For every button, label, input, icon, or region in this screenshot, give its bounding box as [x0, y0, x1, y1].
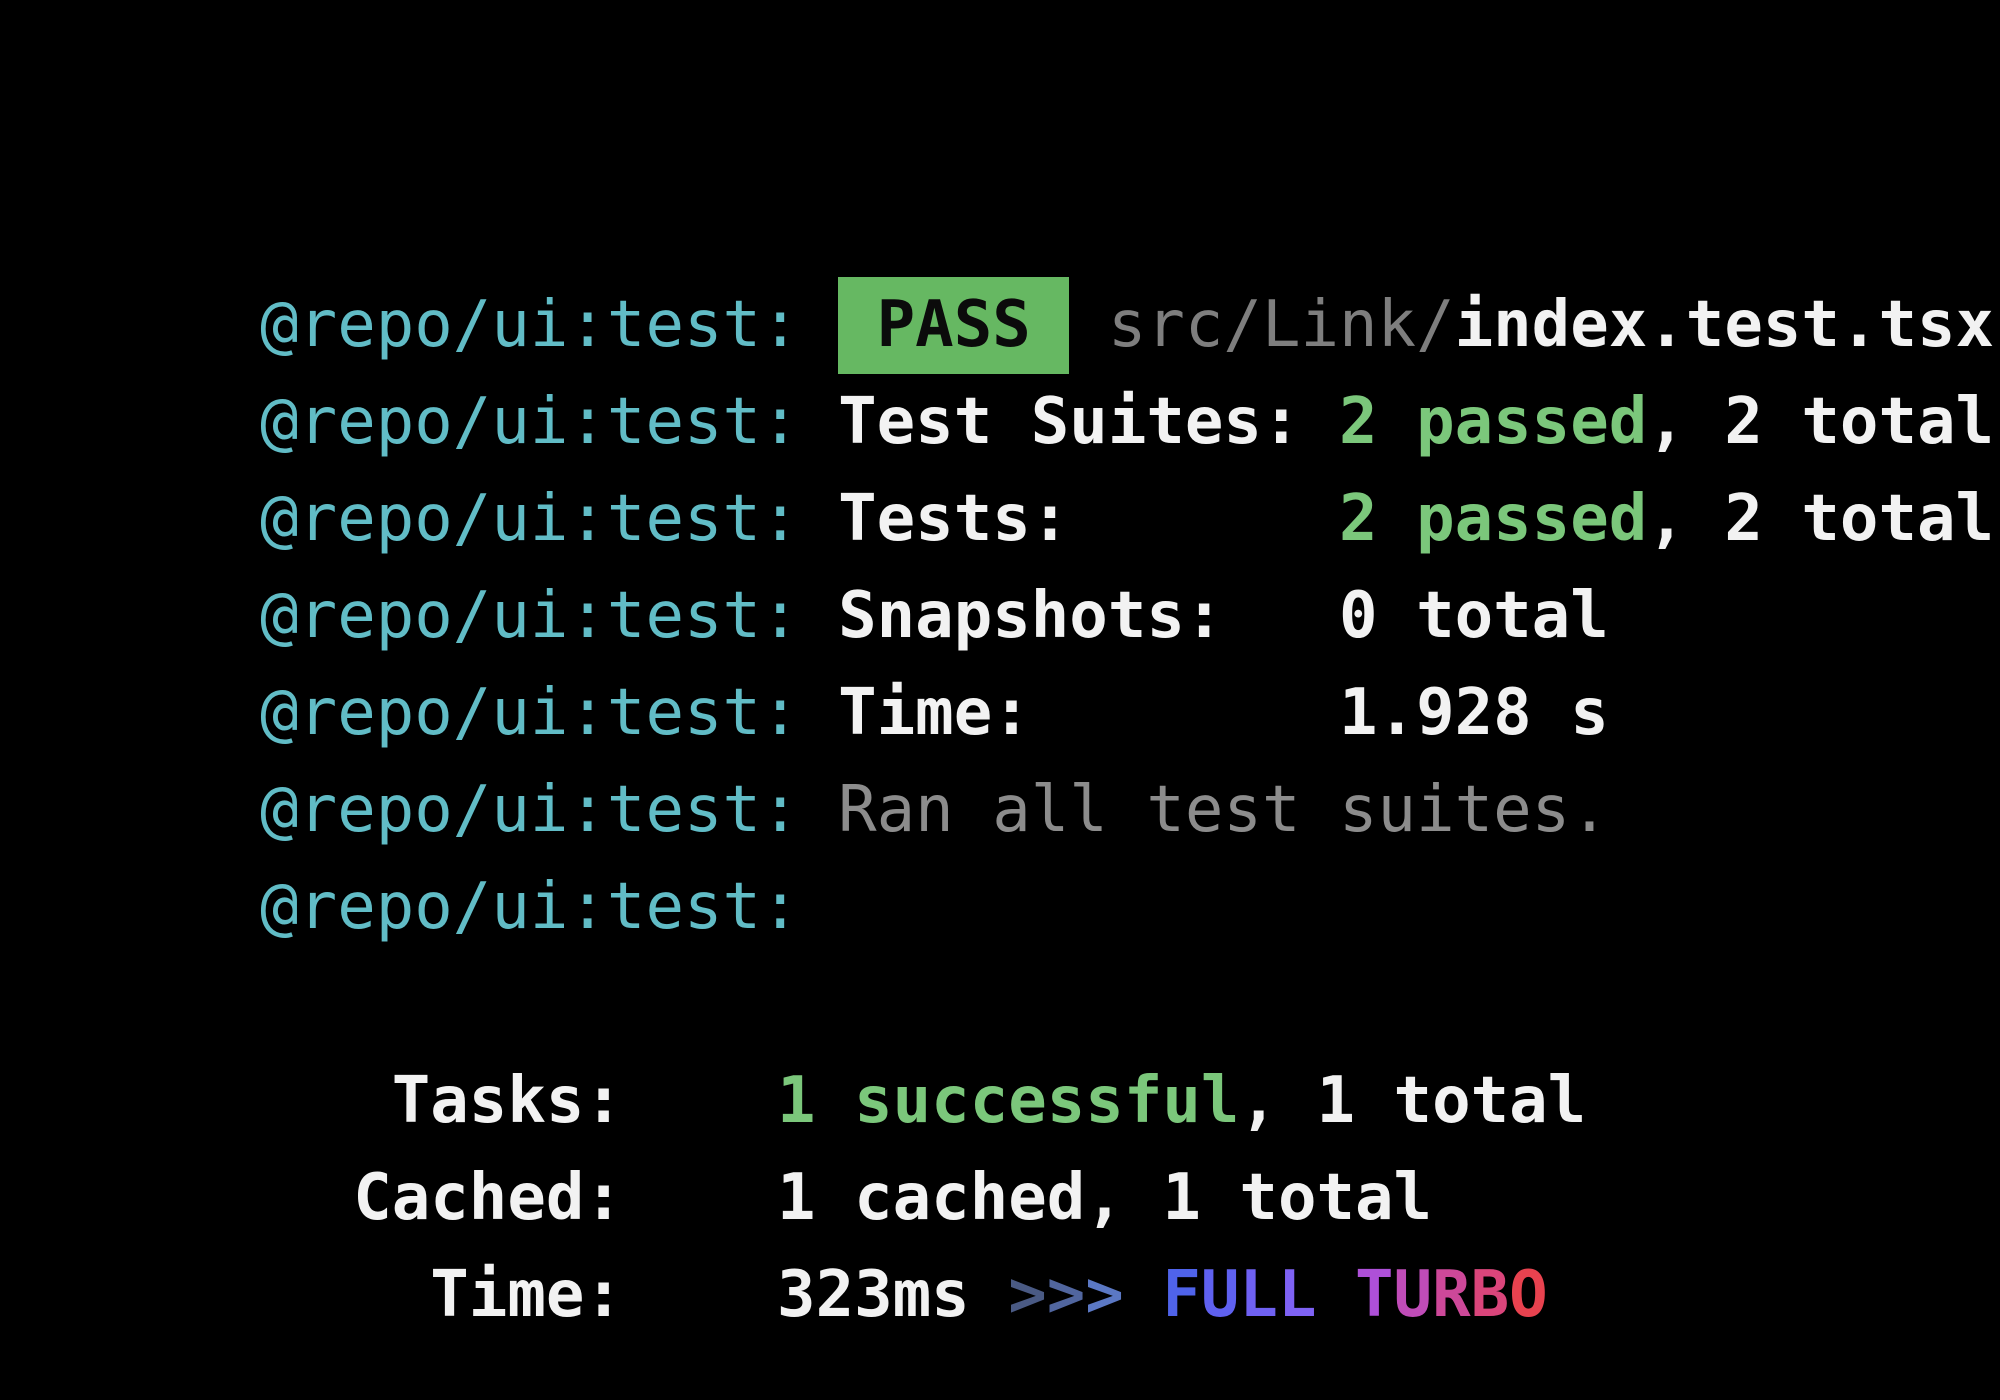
test-file-dir: src/Link/	[1069, 288, 1455, 362]
task-prefix: @repo/ui:test:	[260, 870, 800, 944]
time-label: Time:	[838, 676, 1339, 750]
tasks-total: , 1 total	[1239, 1064, 1587, 1138]
jest-snapshots-line: @repo/ui:test: Snapshots: 0 total	[106, 471, 2000, 653]
full-turbo-label-turbo: TURBO	[1355, 1258, 1548, 1332]
task-prefix: @repo/ui:test:	[260, 676, 839, 750]
space	[1316, 1258, 1355, 1332]
jest-ran-line: @repo/ui:test: Ran all test suites.	[106, 665, 2000, 847]
test-suites-total: , 2 total	[1647, 385, 1995, 459]
tasks-label: Tasks:	[353, 1064, 778, 1138]
tests-label: Tests:	[838, 482, 1339, 556]
task-prefix: @repo/ui:test:	[260, 773, 839, 847]
tasks-successful: 1 successful	[777, 1064, 1240, 1138]
time-label: Time:	[353, 1258, 778, 1332]
jest-time-line: @repo/ui:test: Time: 1.928 s	[106, 568, 2000, 750]
jest-test-suites-line: @repo/ui:test: Test Suites: 2 passed, 2 …	[106, 277, 2000, 459]
terminal-output: @repo/ui:test: PASS src/Link/index.test.…	[106, 180, 2000, 1332]
ran-all-suites-text: Ran all test suites.	[838, 773, 1609, 847]
jest-pass-line: @repo/ui:test: PASS src/Link/index.test.…	[106, 180, 2000, 374]
task-prefix: @repo/ui:test:	[260, 385, 839, 459]
time-value: 1.928 s	[1339, 676, 1609, 750]
tests-passed: 2 passed	[1339, 482, 1648, 556]
turbo-summary: Tasks: 1 successful, 1 total Cached: 1 c…	[122, 956, 2000, 1332]
pass-badge: PASS	[838, 277, 1070, 374]
task-prefix: @repo/ui:test:	[260, 482, 839, 556]
tests-total: , 2 total	[1647, 482, 1995, 556]
cached-value: 1 cached, 1 total	[777, 1161, 1433, 1235]
snapshots-label: Snapshots:	[838, 579, 1339, 653]
task-prefix: @repo/ui:test:	[260, 288, 839, 362]
summary-time-line: Time: 323ms >>> FULL TURBO	[122, 1150, 2000, 1332]
test-file-name: index.test.tsx	[1454, 288, 1995, 362]
full-turbo-label-full: FULL	[1162, 1258, 1317, 1332]
time-value: 323ms	[777, 1258, 1009, 1332]
jest-empty-line: @repo/ui:test:	[106, 762, 2000, 944]
space	[1124, 1258, 1163, 1332]
jest-tests-line: @repo/ui:test: Tests: 2 passed, 2 total	[106, 374, 2000, 556]
test-suites-label: Test Suites:	[838, 385, 1339, 459]
summary-cached-line: Cached: 1 cached, 1 total	[122, 1053, 2000, 1235]
test-suites-passed: 2 passed	[1339, 385, 1648, 459]
summary-tasks-line: Tasks: 1 successful, 1 total	[122, 956, 2000, 1138]
snapshots-total: 0 total	[1339, 579, 1609, 653]
task-prefix: @repo/ui:test:	[260, 579, 839, 653]
cached-label: Cached:	[353, 1161, 778, 1235]
turbo-arrows-icon: >>>	[1008, 1258, 1124, 1332]
